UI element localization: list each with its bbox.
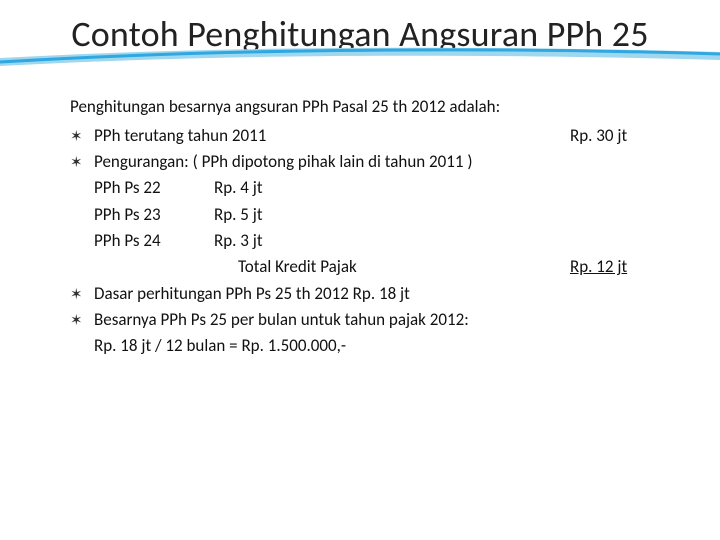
intro-text: Penghitungan besarnya angsuran PPh Pasal… (70, 94, 660, 120)
credit-name: PPh Ps 23 (94, 202, 214, 228)
bullet-text: Dasar perhitungan PPh Ps 25 th 2012 Rp. … (94, 281, 410, 307)
credit-row: PPh Ps 23 Rp. 5 jt (70, 202, 660, 228)
credit-amount: Rp. 3 jt (214, 228, 334, 254)
credit-name: PPh Ps 22 (94, 175, 214, 201)
credit-row: PPh Ps 24 Rp. 3 jt (70, 228, 660, 254)
bullet-item: ✶ Besarnya PPh Ps 25 per bulan untuk tah… (70, 307, 660, 333)
credit-row: PPh Ps 22 Rp. 4 jt (70, 175, 660, 201)
slide-title: Contoh Penghitungan Angsuran PPh 25 (40, 14, 680, 54)
bullet-text: Besarnya PPh Ps 25 per bulan untuk tahun… (94, 307, 469, 333)
bullet-item: ✶ Dasar perhitungan PPh Ps 25 th 2012 Rp… (70, 281, 660, 307)
bullet-text: Pengurangan: ( PPh dipotong pihak lain d… (94, 149, 473, 175)
credit-amount: Rp. 5 jt (214, 202, 334, 228)
amount-value: Rp. 30 jt (570, 123, 660, 149)
calc-row: Rp. 18 jt / 12 bulan = Rp. 1.500.000,- (70, 333, 660, 359)
bullet-icon: ✶ (70, 126, 94, 149)
total-row: Total Kredit Pajak Rp. 12 jt (70, 254, 660, 280)
credit-name: PPh Ps 24 (94, 228, 214, 254)
bullet-item: ✶ Pengurangan: ( PPh dipotong pihak lain… (70, 149, 660, 175)
title-region: Contoh Penghitungan Angsuran PPh 25 (0, 0, 720, 64)
calc-text: Rp. 18 jt / 12 bulan = Rp. 1.500.000,- (94, 333, 346, 359)
bullet-icon: ✶ (70, 284, 94, 307)
bullet-icon: ✶ (70, 152, 94, 175)
total-label: Total Kredit Pajak (94, 254, 357, 280)
bullet-item: ✶ PPh terutang tahun 2011 Rp. 30 jt (70, 123, 660, 149)
bullet-icon: ✶ (70, 310, 94, 333)
total-amount: Rp. 12 jt (570, 254, 660, 280)
bullet-text: PPh terutang tahun 2011 (94, 123, 266, 149)
credit-amount: Rp. 4 jt (214, 175, 334, 201)
content-region: Penghitungan besarnya angsuran PPh Pasal… (0, 64, 720, 359)
